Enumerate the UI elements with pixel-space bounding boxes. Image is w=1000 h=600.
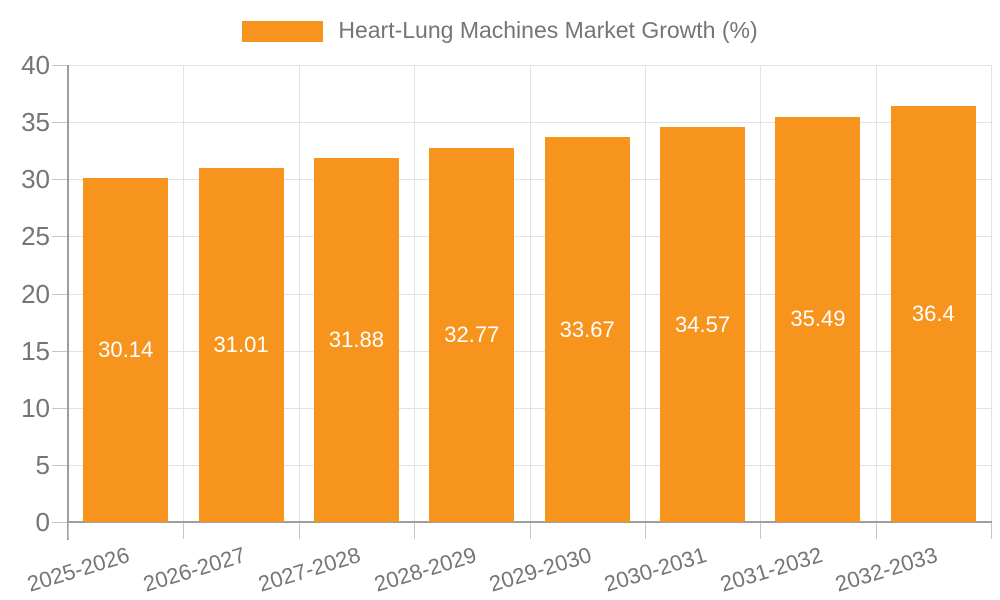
bar-value-label: 34.57 xyxy=(675,311,731,337)
x-tick xyxy=(529,523,531,539)
y-axis-label: 5 xyxy=(35,449,50,480)
bar-value-label: 30.14 xyxy=(98,336,154,362)
y-tick xyxy=(52,179,68,181)
x-gridline xyxy=(875,65,877,522)
x-axis-label: 2031-2032 xyxy=(717,542,825,597)
x-tick xyxy=(414,523,416,539)
x-tick xyxy=(68,523,69,539)
y-axis-label: 40 xyxy=(21,50,50,80)
y-tick xyxy=(52,122,68,124)
bar-2029-2030[interactable]: 33.67 xyxy=(544,137,630,522)
bar-2028-2029[interactable]: 32.77 xyxy=(429,147,515,522)
bar-value-label: 31.01 xyxy=(213,331,269,357)
bar-value-label: 36.4 xyxy=(911,301,955,327)
x-gridline xyxy=(414,65,416,522)
y-tick xyxy=(52,522,68,523)
y-axis-label: 30 xyxy=(21,164,50,195)
y-tick xyxy=(52,293,68,295)
x-axis-label: 2032-2033 xyxy=(832,542,941,597)
legend-label: Heart-Lung Machines Market Growth (%) xyxy=(338,17,758,44)
bar-2027-2028[interactable]: 31.88 xyxy=(313,157,399,522)
legend[interactable]: Heart-Lung Machines Market Growth (%) xyxy=(0,12,1000,50)
x-axis-label: 2026-2027 xyxy=(140,542,249,597)
y-axis-label: 0 xyxy=(35,507,50,537)
x-axis-label: 2025-2026 xyxy=(24,542,133,597)
x-tick xyxy=(991,523,992,539)
y-axis-label: 20 xyxy=(21,278,50,309)
bar-2032-2033[interactable]: 36.4 xyxy=(890,106,976,522)
x-gridline xyxy=(183,65,185,522)
y-tick xyxy=(52,464,68,466)
y-axis-label: 25 xyxy=(21,221,50,252)
x-tick xyxy=(760,523,762,539)
y-tick xyxy=(52,236,68,238)
y-axis-label: 10 xyxy=(21,392,50,423)
bar-2025-2026[interactable]: 30.14 xyxy=(83,177,169,522)
x-tick xyxy=(644,523,646,539)
x-axis-line xyxy=(67,521,992,523)
bar-value-label: 35.49 xyxy=(790,306,846,332)
x-gridline xyxy=(760,65,762,522)
x-gridline xyxy=(644,65,646,522)
bar-2031-2032[interactable]: 35.49 xyxy=(775,116,861,522)
y-axis-line xyxy=(67,65,69,540)
x-gridline xyxy=(991,65,992,522)
x-axis-label: 2027-2028 xyxy=(255,542,364,597)
x-axis-label: 2030-2031 xyxy=(601,542,710,597)
y-tick xyxy=(52,350,68,352)
bar-2026-2027[interactable]: 31.01 xyxy=(198,167,284,522)
y-tick xyxy=(52,407,68,409)
x-tick xyxy=(183,523,185,539)
bar-2030-2031[interactable]: 34.57 xyxy=(660,127,746,522)
x-gridline xyxy=(529,65,531,522)
x-axis-label: 2028-2029 xyxy=(370,542,479,597)
x-tick xyxy=(298,523,300,539)
x-axis-label: 2029-2030 xyxy=(486,542,595,597)
bar-value-label: 33.67 xyxy=(559,316,615,342)
y-axis-label: 15 xyxy=(21,335,50,366)
x-gridline xyxy=(298,65,300,522)
bar-value-label: 32.77 xyxy=(444,321,500,347)
y-tick xyxy=(52,65,68,66)
y-axis-label: 35 xyxy=(21,107,50,138)
legend-swatch xyxy=(242,20,324,42)
x-tick xyxy=(875,523,877,539)
bar-value-label: 31.88 xyxy=(328,326,384,352)
